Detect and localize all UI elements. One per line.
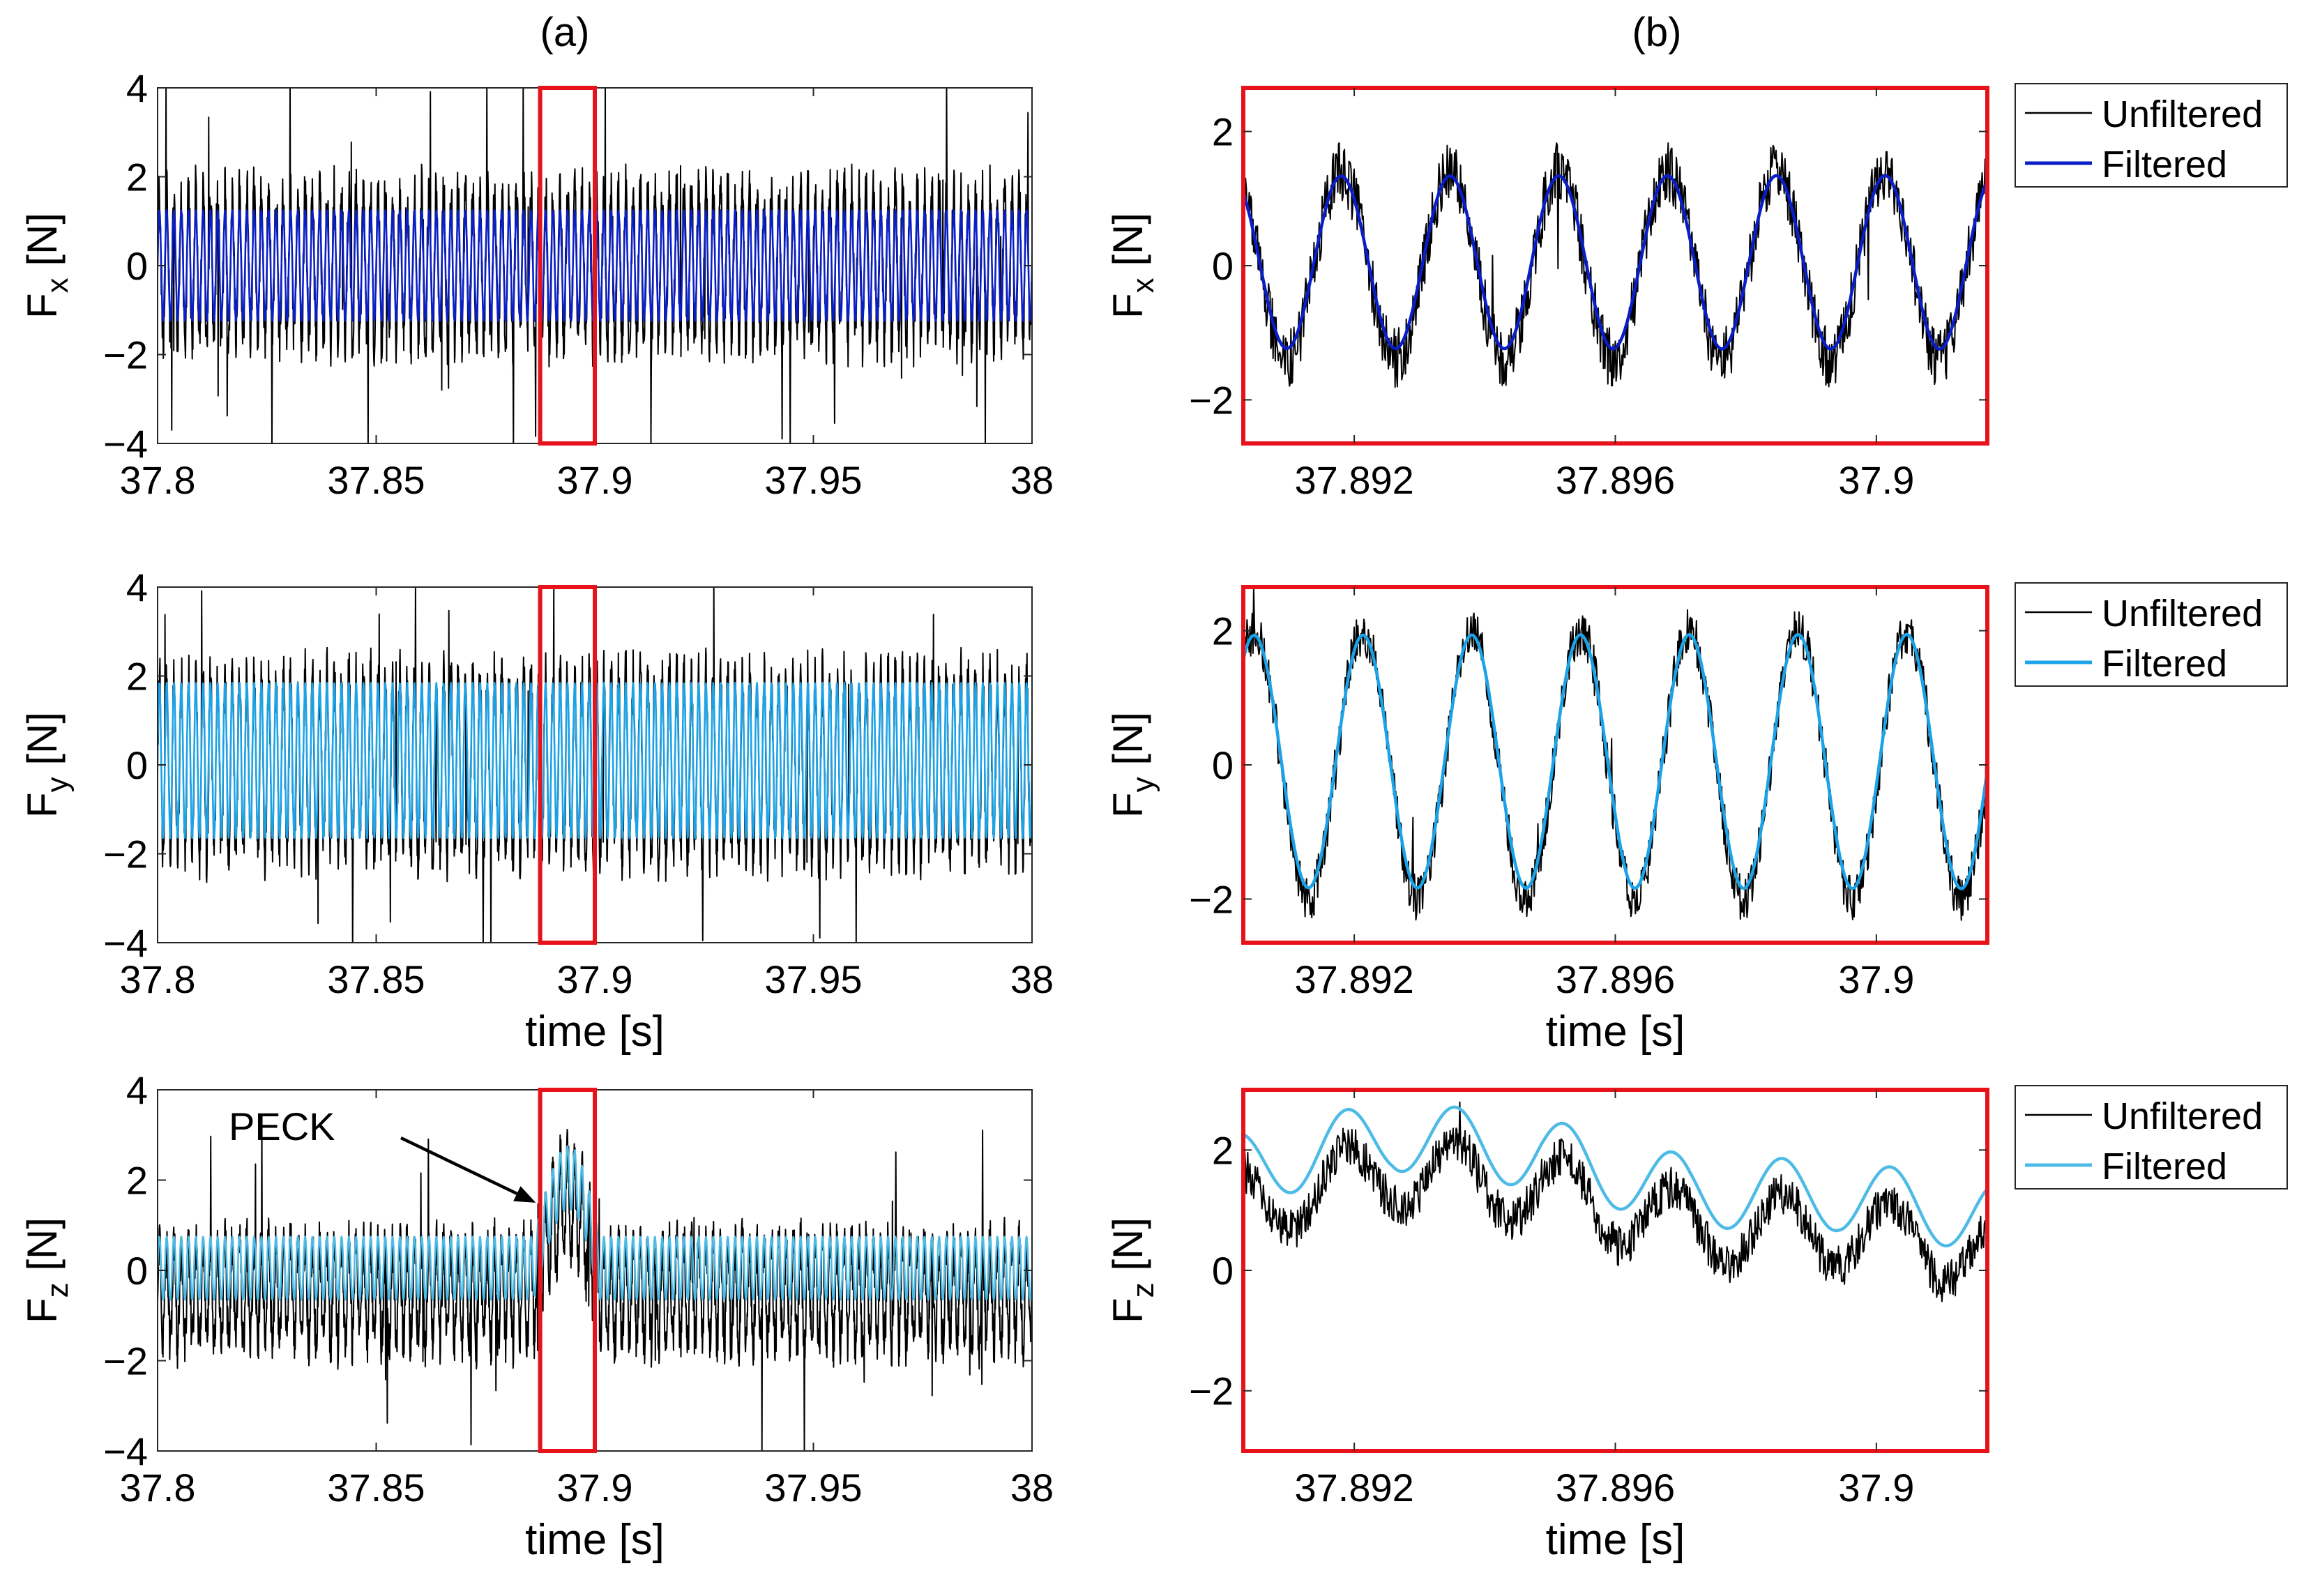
y-axis-label-b3: Fz [N] xyxy=(1105,1217,1160,1323)
y-tick-label-a1: 0 xyxy=(126,244,148,288)
x-tick-label-a3: 37.85 xyxy=(327,1466,425,1510)
x-axis-label-b3: time [s] xyxy=(1546,1516,1685,1564)
legend-label-b1: Filtered xyxy=(2102,144,2227,185)
legend-label-b3: Filtered xyxy=(2102,1146,2227,1187)
x-tick-label-a2: 37.8 xyxy=(120,957,196,1001)
x-tick-label-a2: 37.95 xyxy=(764,957,862,1001)
y-axis-label-a2: Fy [N] xyxy=(19,712,75,818)
y-tick-label-a3: −4 xyxy=(103,1429,148,1473)
panel-a3: 37.8 37.85 37.9 37.95 38 −4 −2 0 2 4 Fz [N] time [s… xyxy=(19,1068,1054,1564)
x-tick-label-a1: 37.8 xyxy=(120,458,196,502)
series-filtered-b3 xyxy=(1243,1105,1987,1248)
legend-b2: Unfiltered Filtered xyxy=(2015,582,2288,687)
y-axis-label-a3: Fz [N] xyxy=(19,1217,75,1323)
x-tick-label-a2: 37.85 xyxy=(327,957,425,1001)
x-tick-label-a3: 37.95 xyxy=(764,1466,862,1510)
x-tick-label-b3: 37.9 xyxy=(1838,1466,1914,1510)
x-tick-label-a1: 37.9 xyxy=(557,458,633,502)
legend-label-b1: Unfiltered xyxy=(2102,93,2263,135)
y-tick-label-a2: −2 xyxy=(103,833,148,876)
series-unfiltered-b3 xyxy=(1243,1101,1987,1302)
legend-box-b2 xyxy=(2015,582,2288,687)
x-axis-label-a3: time [s] xyxy=(525,1516,665,1564)
legend-label-b2: Unfiltered xyxy=(2102,593,2263,634)
plot-area-b2 xyxy=(1243,587,1987,921)
x-tick-label-a2: 37.9 xyxy=(557,957,633,1001)
x-tick-label-b1: 37.9 xyxy=(1838,458,1914,502)
panel-b3: 37.892 37.896 37.9 −2 0 2 Fz [N] time [s] Unfilt… xyxy=(1105,1085,2288,1564)
y-tick-label-b2: 2 xyxy=(1212,609,1234,653)
y-tick-label-a3: −2 xyxy=(103,1339,148,1383)
y-tick-label-a1: −4 xyxy=(103,422,148,466)
y-tick-label-b2: −2 xyxy=(1189,877,1234,921)
panel-b1: 37.892 37.896 37.9 −2 0 2 Fx [N] Unfiltered Filt… xyxy=(1105,83,2288,502)
x-tick-label-a3: 38 xyxy=(1010,1466,1054,1510)
y-tick-label-b1: 0 xyxy=(1212,244,1234,288)
x-tick-label-a1: 37.85 xyxy=(327,458,425,502)
legend-b1: Unfiltered Filtered xyxy=(2015,83,2288,188)
y-tick-label-b3: 0 xyxy=(1212,1249,1234,1293)
column-label-a: (a) xyxy=(540,10,590,55)
series-filtered-b2 xyxy=(1243,632,1987,890)
legend-b3: Unfiltered Filtered xyxy=(2015,1085,2288,1190)
y-tick-label-a3: 4 xyxy=(126,1068,148,1112)
x-tick-label-b3: 37.896 xyxy=(1556,1466,1675,1510)
y-tick-label-a3: 0 xyxy=(126,1249,148,1293)
y-tick-label-a1: 4 xyxy=(126,66,148,110)
panel-b2: 37.892 37.896 37.9 −2 0 2 Fy [N] time [s] Unfilt… xyxy=(1105,582,2288,1056)
peck-arrow xyxy=(400,1136,518,1195)
y-axis-label-b2: Fy [N] xyxy=(1105,712,1160,818)
y-tick-label-a1: 2 xyxy=(126,155,148,199)
y-tick-label-b3: −2 xyxy=(1189,1369,1234,1413)
peck-annotation-label: PECK xyxy=(229,1104,335,1148)
y-tick-label-a2: 0 xyxy=(126,743,148,787)
y-tick-label-b1: −2 xyxy=(1189,378,1234,422)
x-tick-label-b1: 37.896 xyxy=(1556,458,1675,502)
x-tick-label-b2: 37.892 xyxy=(1294,957,1413,1001)
peck-arrowhead xyxy=(513,1186,536,1203)
y-tick-label-a1: −2 xyxy=(103,333,148,377)
x-tick-label-a1: 38 xyxy=(1010,458,1054,502)
zoom-box-a1 xyxy=(538,86,597,446)
y-tick-label-a3: 2 xyxy=(126,1159,148,1203)
x-tick-label-a1: 37.95 xyxy=(764,458,862,502)
panel-a1: 37.8 37.85 37.9 37.95 38 −4 −2 0 2 4 Fx [N] xyxy=(19,66,1054,502)
legend-box-b1 xyxy=(2015,83,2288,188)
y-tick-label-b1: 2 xyxy=(1212,110,1234,154)
plot-area-b1 xyxy=(1243,142,1987,388)
x-axis-label-a2: time [s] xyxy=(525,1008,665,1056)
y-axis-label-b1: Fx [N] xyxy=(1105,213,1160,319)
y-tick-label-a2: 2 xyxy=(126,655,148,699)
y-tick-label-a2: 4 xyxy=(126,565,148,609)
x-tick-label-b2: 37.9 xyxy=(1838,957,1914,1001)
x-tick-label-a2: 38 xyxy=(1010,957,1054,1001)
x-tick-label-b3: 37.892 xyxy=(1294,1466,1413,1510)
legend-label-b2: Filtered xyxy=(2102,643,2227,685)
y-tick-label-a2: −4 xyxy=(103,921,148,965)
series-filtered-b1 xyxy=(1243,174,1987,351)
y-axis-label-a1: Fx [N] xyxy=(19,213,75,319)
column-label-b: (b) xyxy=(1632,10,1682,55)
legend-box-b3 xyxy=(2015,1085,2288,1190)
zoom-box-a2 xyxy=(538,585,597,945)
y-tick-label-b3: 2 xyxy=(1212,1128,1234,1172)
y-tick-label-b2: 0 xyxy=(1212,743,1234,787)
x-tick-label-b1: 37.892 xyxy=(1294,458,1413,502)
x-axis-label-b2: time [s] xyxy=(1546,1008,1685,1056)
x-tick-label-a3: 37.8 xyxy=(120,1466,196,1510)
zoom-box-a3 xyxy=(538,1088,597,1453)
x-tick-label-b2: 37.896 xyxy=(1556,957,1675,1001)
legend-label-b3: Unfiltered xyxy=(2102,1095,2263,1137)
x-tick-label-a3: 37.9 xyxy=(557,1466,633,1510)
panel-a2: 37.8 37.85 37.9 37.95 38 −4 −2 0 2 4 Fy [N] time [s… xyxy=(19,565,1054,1056)
plot-area-b3 xyxy=(1243,1101,1987,1302)
